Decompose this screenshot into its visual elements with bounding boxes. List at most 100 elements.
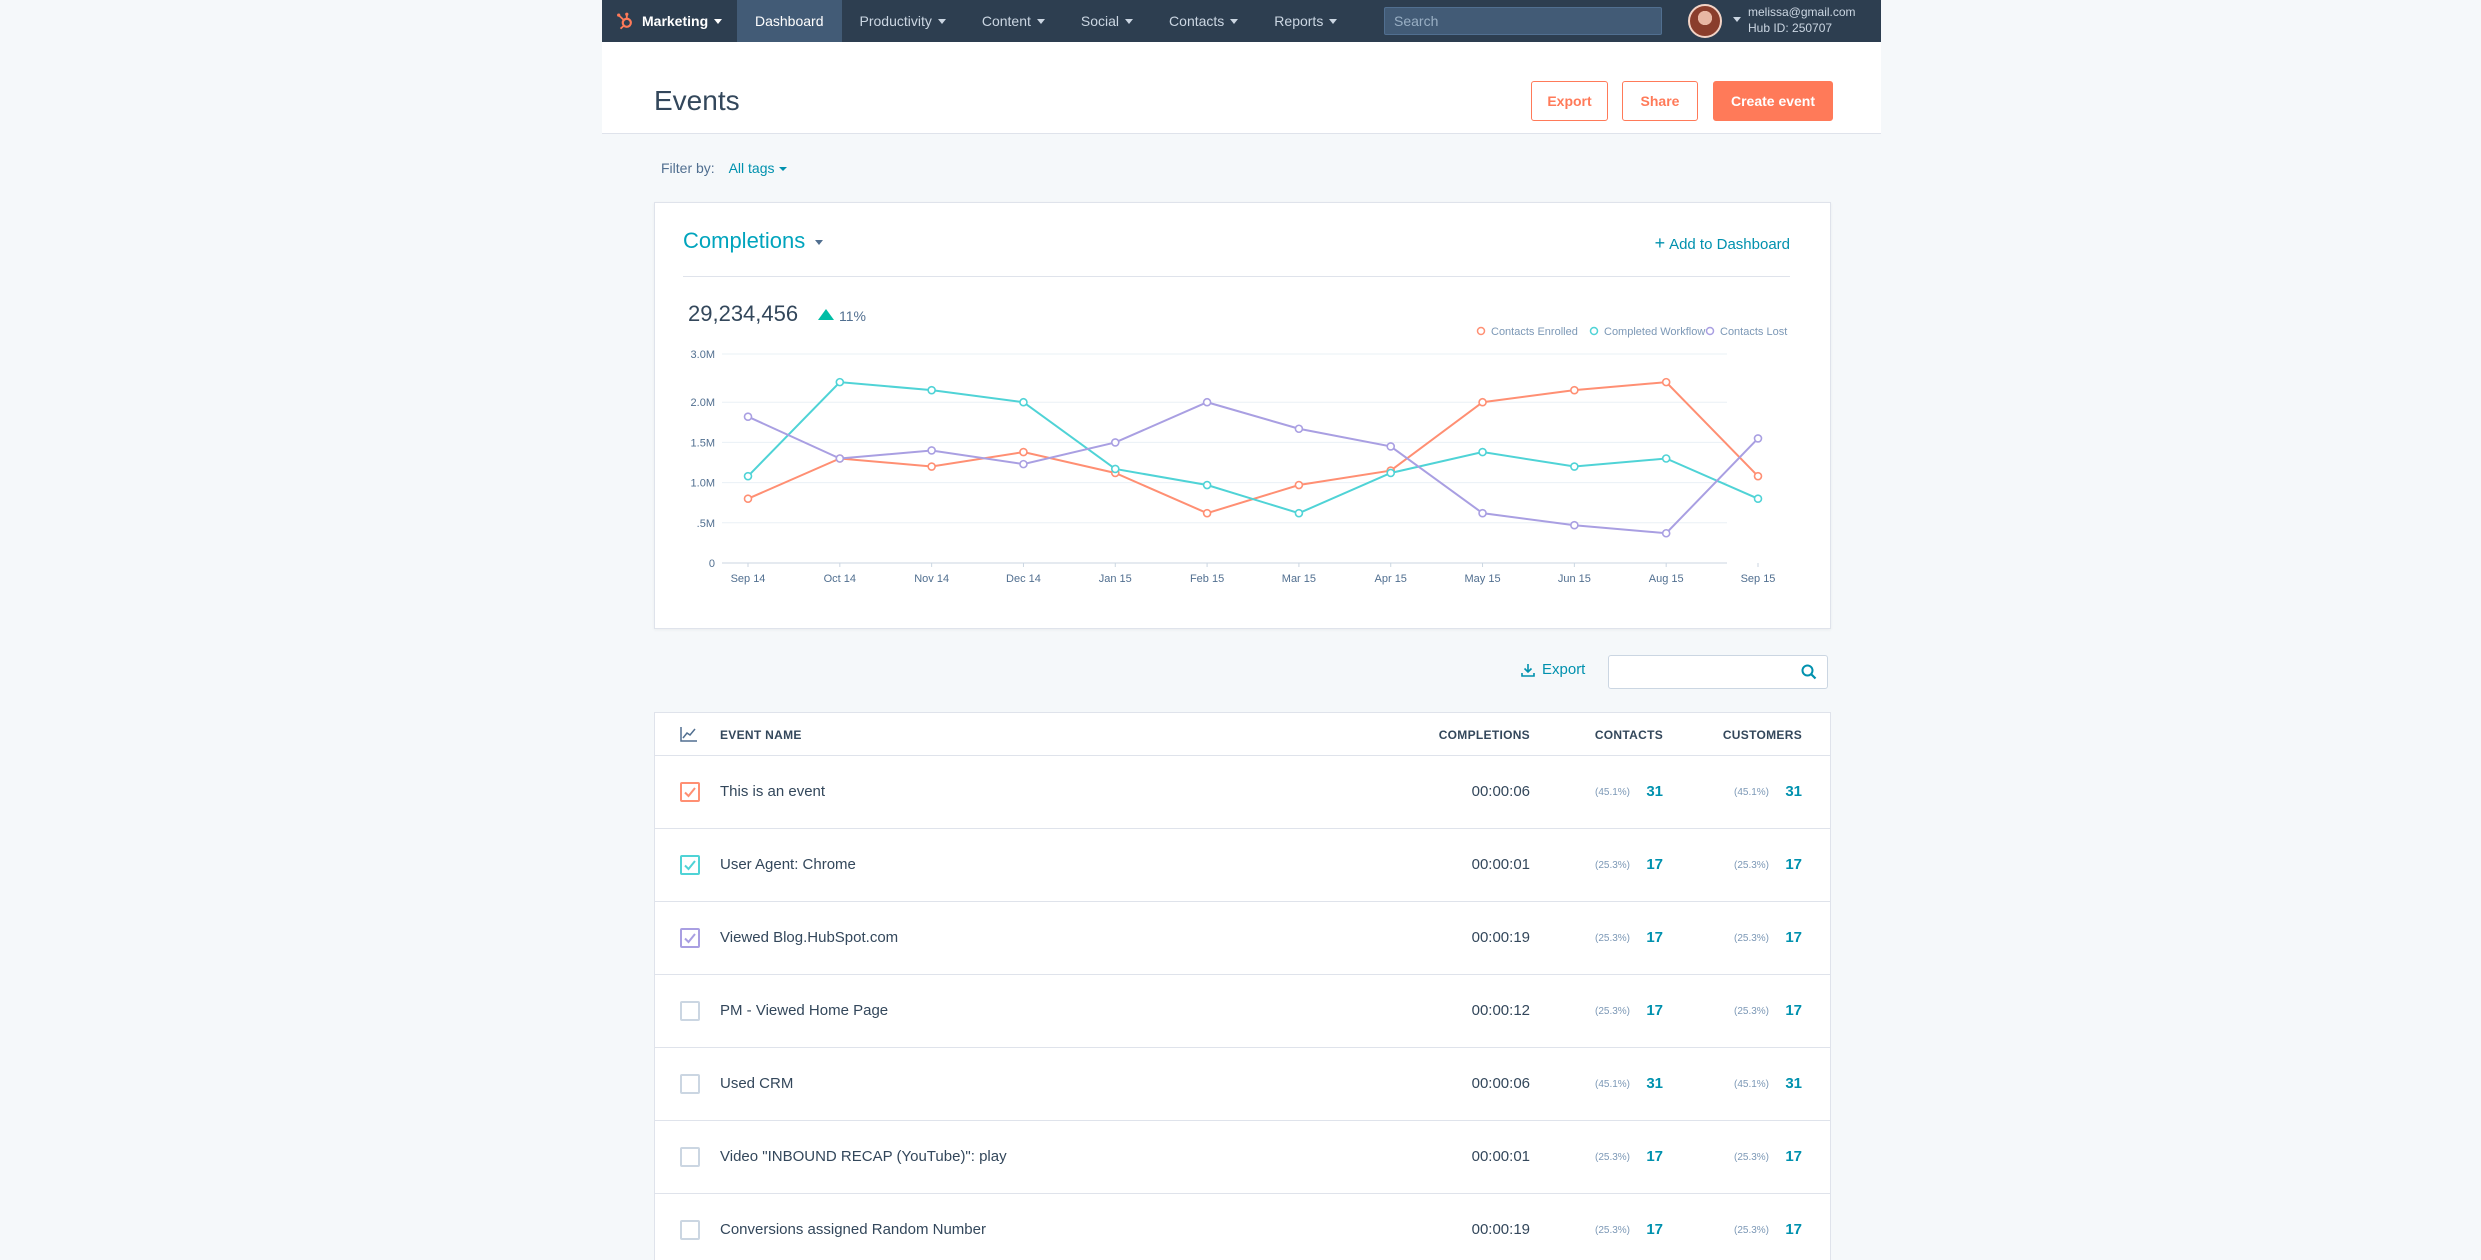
table-search-input[interactable]	[1608, 655, 1828, 689]
customers-percent: (25.3%)	[1733, 1152, 1769, 1163]
metric-dropdown[interactable]: Completions	[683, 228, 824, 254]
data-point	[1294, 480, 1304, 490]
customers-percent: (25.3%)	[1733, 1225, 1769, 1236]
event-name[interactable]: Used CRM	[720, 1075, 794, 1092]
tag-filter-dropdown[interactable]: All tags	[729, 160, 787, 176]
header-completions[interactable]: COMPLETIONS	[1438, 728, 1530, 742]
search-placeholder: Search	[1394, 13, 1439, 29]
contacts-count[interactable]: 17	[1646, 856, 1663, 873]
customers-percent: (25.3%)	[1733, 1006, 1769, 1017]
delta-percent: 11%	[839, 308, 866, 324]
event-name[interactable]: Conversions assigned Random Number	[720, 1221, 986, 1238]
row-checkbox[interactable]	[680, 1147, 700, 1167]
table-row[interactable]: Used CRM 00:00:06 (45.1%) 31 (45.1%) 31	[655, 1048, 1830, 1121]
customers-count[interactable]: 17	[1785, 1221, 1802, 1238]
row-checkbox[interactable]	[680, 782, 700, 802]
event-name[interactable]: User Agent: Chrome	[720, 856, 856, 873]
chevron-down-icon	[937, 18, 946, 24]
table-row[interactable]: This is an event 00:00:06 (45.1%) 31 (45.1%)…	[655, 756, 1830, 829]
event-name[interactable]: PM - Viewed Home Page	[720, 1002, 889, 1019]
trend-up-icon	[818, 309, 834, 320]
page-header: Events Export Share Create event	[602, 42, 1881, 134]
data-point	[743, 471, 753, 481]
contacts-count[interactable]: 17	[1646, 929, 1663, 946]
row-checkbox[interactable]	[680, 928, 700, 948]
search-icon[interactable]	[1800, 663, 1818, 681]
nav-content-label: Content	[981, 13, 1031, 29]
data-point	[1202, 480, 1212, 490]
brand-menu[interactable]: Marketing	[602, 0, 737, 42]
completions-card: Completions + Add to Dashboard 29,234,456…	[654, 202, 1831, 629]
event-name[interactable]: Viewed Blog.HubSpot.com	[720, 929, 899, 946]
metric-dropdown-label: Completions	[683, 228, 806, 253]
customers-percent: (45.1%)	[1733, 1079, 1769, 1090]
customers-count[interactable]: 17	[1785, 1148, 1802, 1165]
table-row[interactable]: User Agent: Chrome 00:00:01 (25.3%) 17 (25.3…	[655, 829, 1830, 902]
avatar[interactable]	[1688, 4, 1722, 38]
nav-dashboard-label: Dashboard	[755, 13, 824, 29]
chevron-down-icon[interactable]	[1733, 17, 1741, 22]
data-point	[1019, 447, 1028, 457]
series-line	[747, 381, 1759, 515]
contacts-count[interactable]: 17	[1646, 1221, 1663, 1238]
customers-count[interactable]: 31	[1785, 783, 1802, 800]
customers-count[interactable]: 17	[1785, 856, 1802, 873]
nav-content[interactable]: Content	[964, 0, 1063, 42]
hubspot-sprocket-icon	[617, 12, 632, 30]
contacts-count[interactable]: 17	[1646, 1002, 1663, 1019]
data-point	[1019, 459, 1028, 469]
x-tick-label: Sep 15	[1741, 573, 1776, 585]
customers-count[interactable]: 31	[1785, 1075, 1802, 1092]
row-checkbox[interactable]	[680, 855, 700, 875]
row-checkbox[interactable]	[680, 1074, 700, 1094]
nav-contacts[interactable]: Contacts	[1151, 0, 1256, 42]
customers-count[interactable]: 17	[1785, 929, 1802, 946]
header-contacts[interactable]: CONTACTS	[1594, 728, 1663, 742]
header-customers[interactable]: CUSTOMERS	[1722, 728, 1802, 742]
x-tick-label: Feb 15	[1190, 573, 1224, 585]
row-checkbox[interactable]	[680, 1220, 700, 1240]
checkmark-icon	[684, 787, 696, 798]
nav-dashboard[interactable]: Dashboard	[737, 0, 842, 42]
table-row[interactable]: Viewed Blog.HubSpot.com 00:00:19 (25.3%) 17…	[655, 902, 1830, 975]
y-tick-label: 2.0M	[691, 397, 715, 409]
x-tick-label: Mar 15	[1282, 573, 1316, 585]
contacts-count[interactable]: 31	[1646, 1075, 1663, 1092]
contacts-percent: (25.3%)	[1594, 1152, 1630, 1163]
nav-reports[interactable]: Reports	[1256, 0, 1355, 42]
plus-icon: +	[1654, 233, 1666, 253]
contacts-count[interactable]: 17	[1646, 1148, 1663, 1165]
data-point	[1294, 424, 1304, 434]
customers-percent: (45.1%)	[1733, 787, 1769, 798]
line-chart-icon[interactable]	[680, 726, 698, 742]
checkmark-icon	[684, 933, 696, 944]
customers-count[interactable]: 17	[1785, 1002, 1802, 1019]
table-export-label: Export	[1542, 661, 1586, 678]
event-name[interactable]: Video "INBOUND RECAP (YouTube)": play	[720, 1148, 1007, 1165]
completions-line-chart: 0 .5M 1.0M 1.5M 2.0M 3.0M Sep 14 Oct 14 Nov 14 De…	[691, 326, 1788, 585]
contacts-count[interactable]: 31	[1646, 783, 1663, 800]
table-row[interactable]: PM - Viewed Home Page 00:00:12 (25.3%) 17 (2…	[655, 975, 1830, 1048]
nav-productivity[interactable]: Productivity	[842, 0, 964, 42]
y-tick-label: 0	[709, 558, 715, 570]
data-point	[1570, 462, 1579, 471]
event-name[interactable]: This is an event	[720, 783, 826, 800]
nav-productivity-label: Productivity	[859, 13, 932, 29]
chevron-down-icon	[1125, 18, 1134, 24]
add-to-dashboard-link[interactable]: + Add to Dashboard	[1655, 233, 1790, 254]
row-checkbox[interactable]	[680, 1001, 700, 1021]
chevron-down-icon	[815, 239, 824, 245]
page: Marketing Dashboard Productivity Content…	[602, 0, 1881, 1260]
table-row[interactable]: Video "INBOUND RECAP (YouTube)": play 00:…	[655, 1121, 1830, 1194]
table-row[interactable]: Conversions assigned Random Number 00:00:…	[655, 1194, 1830, 1260]
share-button[interactable]: Share	[1622, 81, 1698, 121]
data-point	[927, 462, 936, 471]
chevron-down-icon	[714, 18, 723, 24]
header-event-name[interactable]: EVENT NAME	[720, 728, 802, 742]
nav-social[interactable]: Social	[1063, 0, 1151, 42]
table-export-link[interactable]: Export	[1520, 661, 1585, 678]
export-button[interactable]: Export	[1531, 81, 1608, 121]
global-search-input[interactable]: Search	[1384, 7, 1662, 35]
create-event-button[interactable]: Create event	[1713, 81, 1833, 121]
legend-label: Contacts Enrolled	[1491, 326, 1578, 338]
